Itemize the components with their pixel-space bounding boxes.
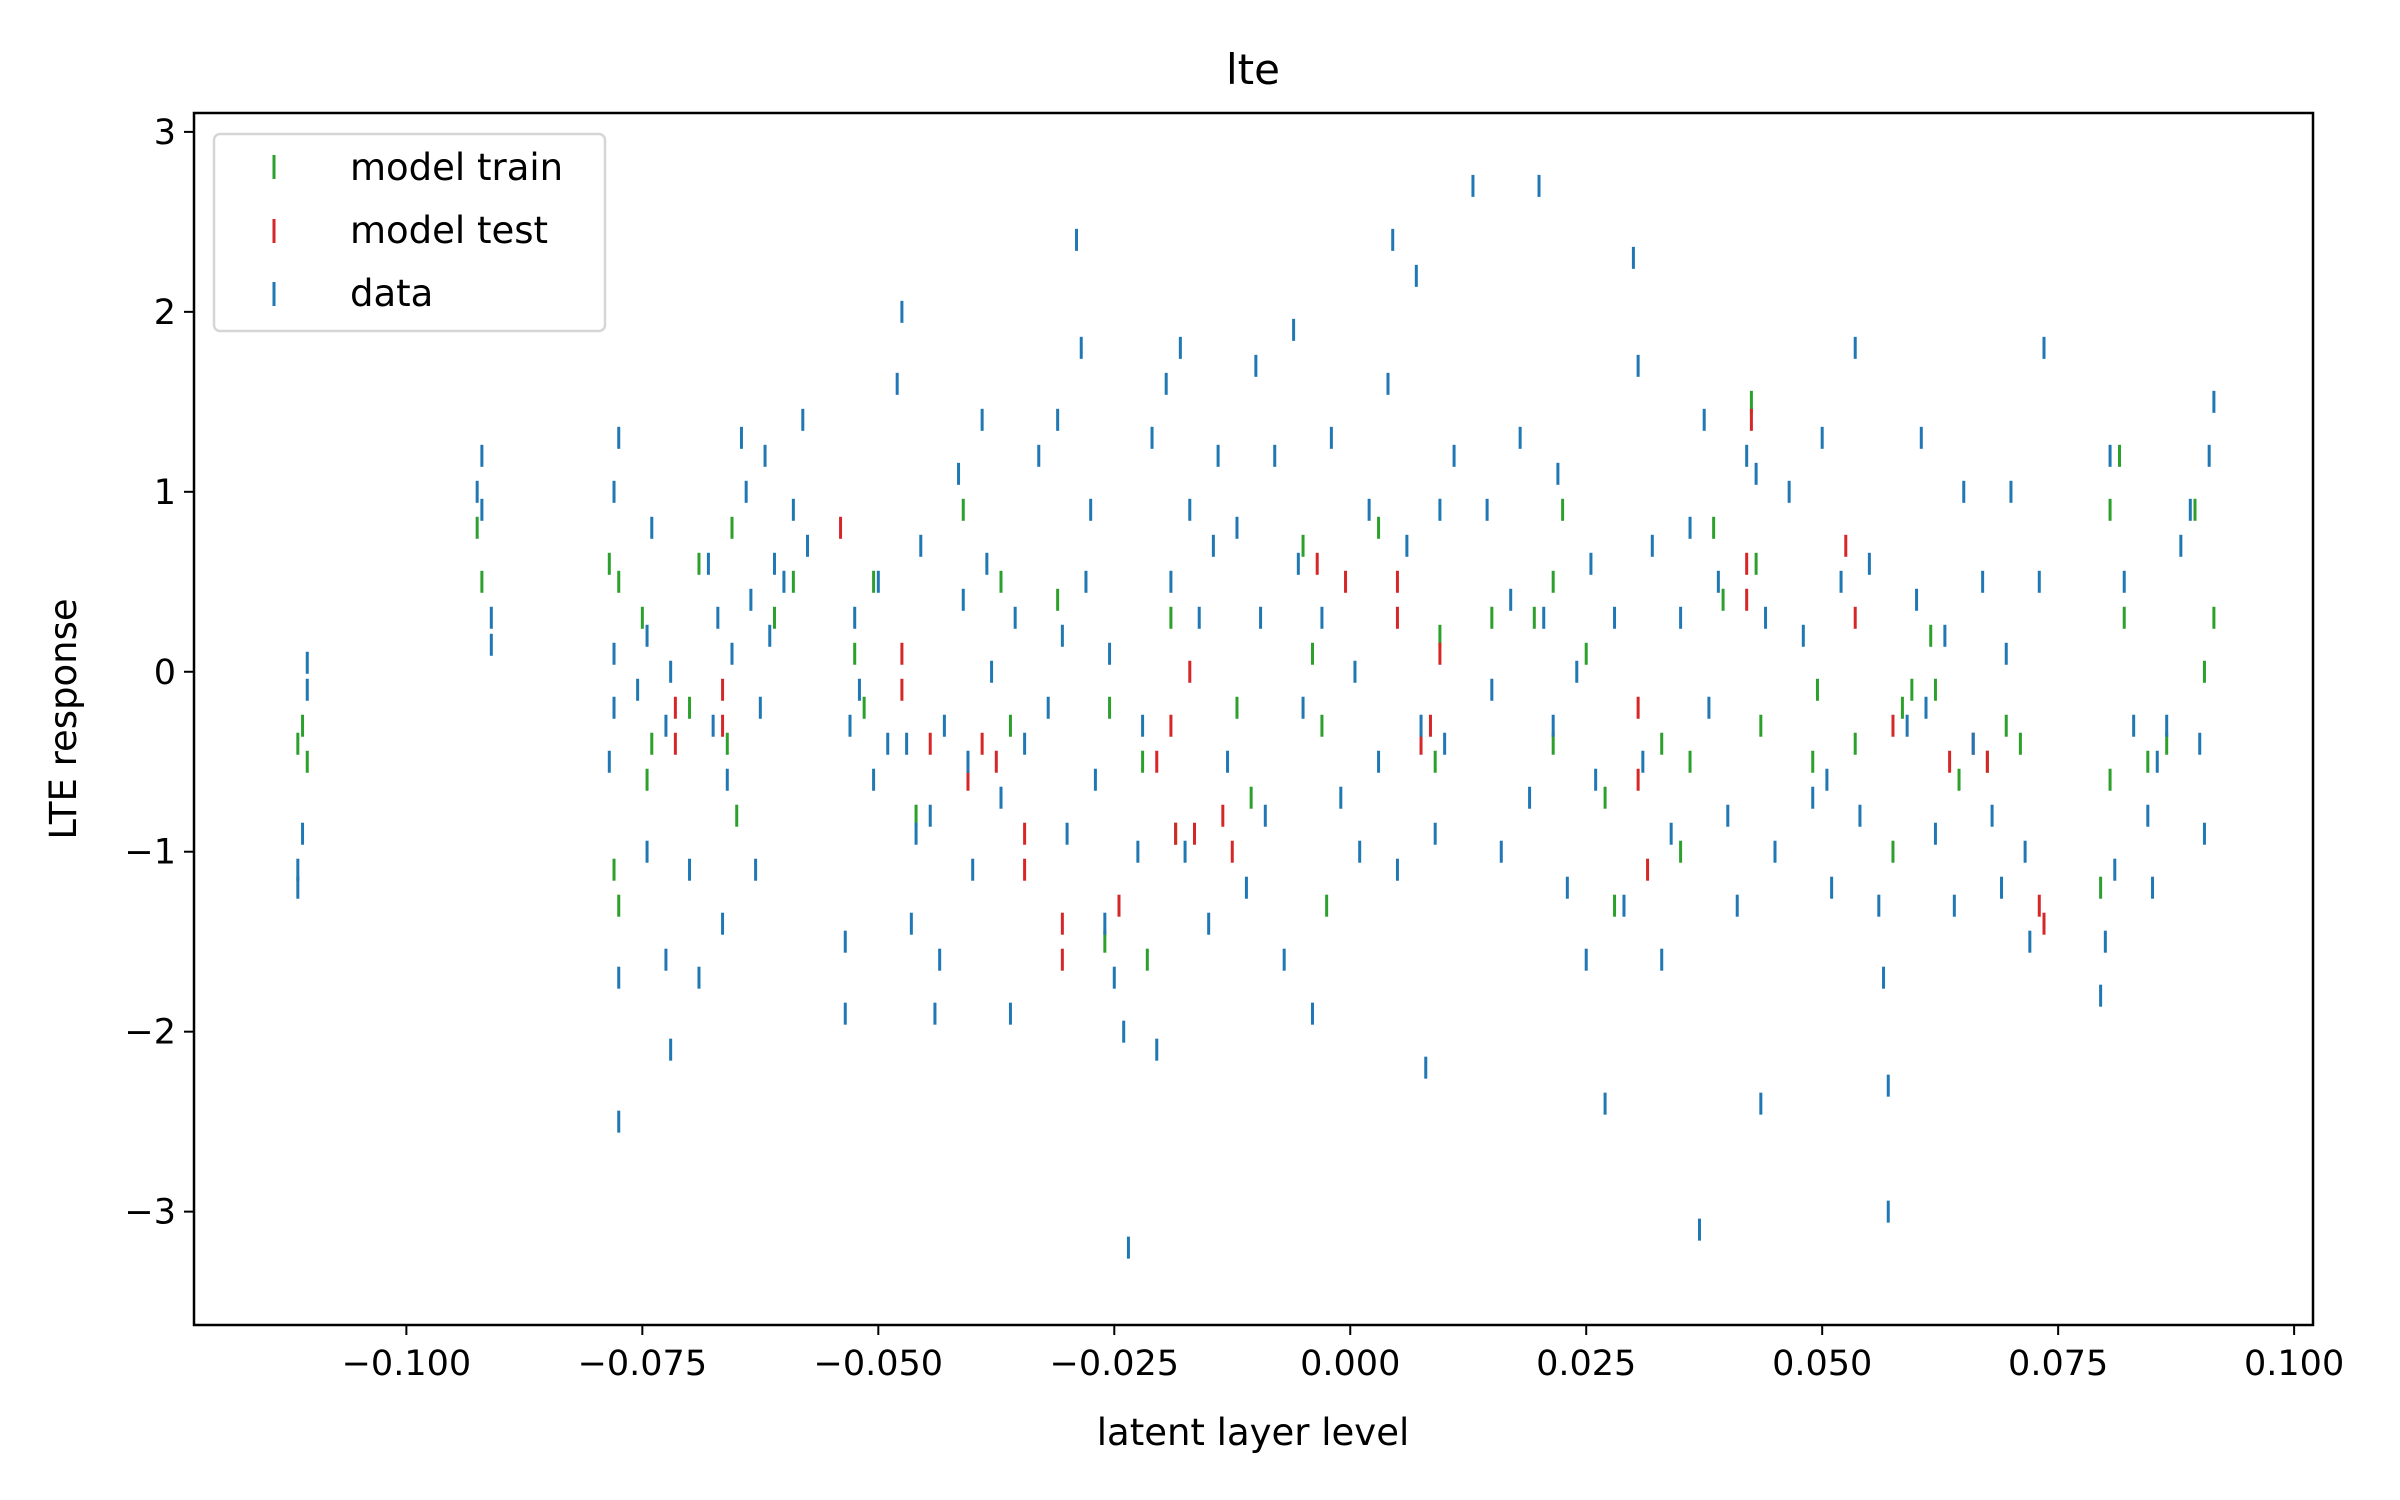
x-tick-label: 0.025 (1536, 1344, 1636, 1384)
y-tick-label: 3 (154, 113, 176, 153)
y-tick-label: 1 (154, 473, 176, 513)
y-tick-label: −2 (124, 1013, 176, 1053)
y-axis: −3 −2 −1 0 1 2 3 (124, 113, 194, 1233)
x-axis: −0.100 −0.075 −0.050 −0.025 0.000 0.025 0.050 0… (342, 1325, 2344, 1384)
y-tick-label: −3 (124, 1193, 176, 1233)
y-tick-label: −1 (124, 833, 176, 873)
x-tick-label: −0.025 (1050, 1344, 1180, 1384)
y-tick-label: 2 (154, 293, 176, 333)
x-tick-label: 0.075 (2008, 1344, 2108, 1384)
chart-title: lte (1226, 45, 1280, 94)
legend-label-model-test: model test (350, 209, 548, 252)
x-tick-label: 0.050 (1772, 1344, 1872, 1384)
plot-marks (296, 174, 2216, 1259)
legend-label-data: data (350, 272, 433, 315)
x-tick-label: 0.100 (2244, 1344, 2344, 1384)
legend-frame (212, 132, 607, 333)
x-axis-label: latent layer level (1097, 1411, 1410, 1454)
x-tick-label: 0.000 (1300, 1344, 1400, 1384)
x-tick-label: −0.050 (814, 1344, 944, 1384)
y-tick-label: 0 (154, 653, 176, 693)
legend-label-model-train: model train (350, 146, 563, 189)
y-axis-label: LTE response (42, 598, 85, 839)
legend: model train model test data (212, 132, 607, 333)
axes-frame (192, 111, 2315, 1327)
x-tick-label: −0.075 (578, 1344, 708, 1384)
x-tick-label: −0.100 (342, 1344, 472, 1384)
